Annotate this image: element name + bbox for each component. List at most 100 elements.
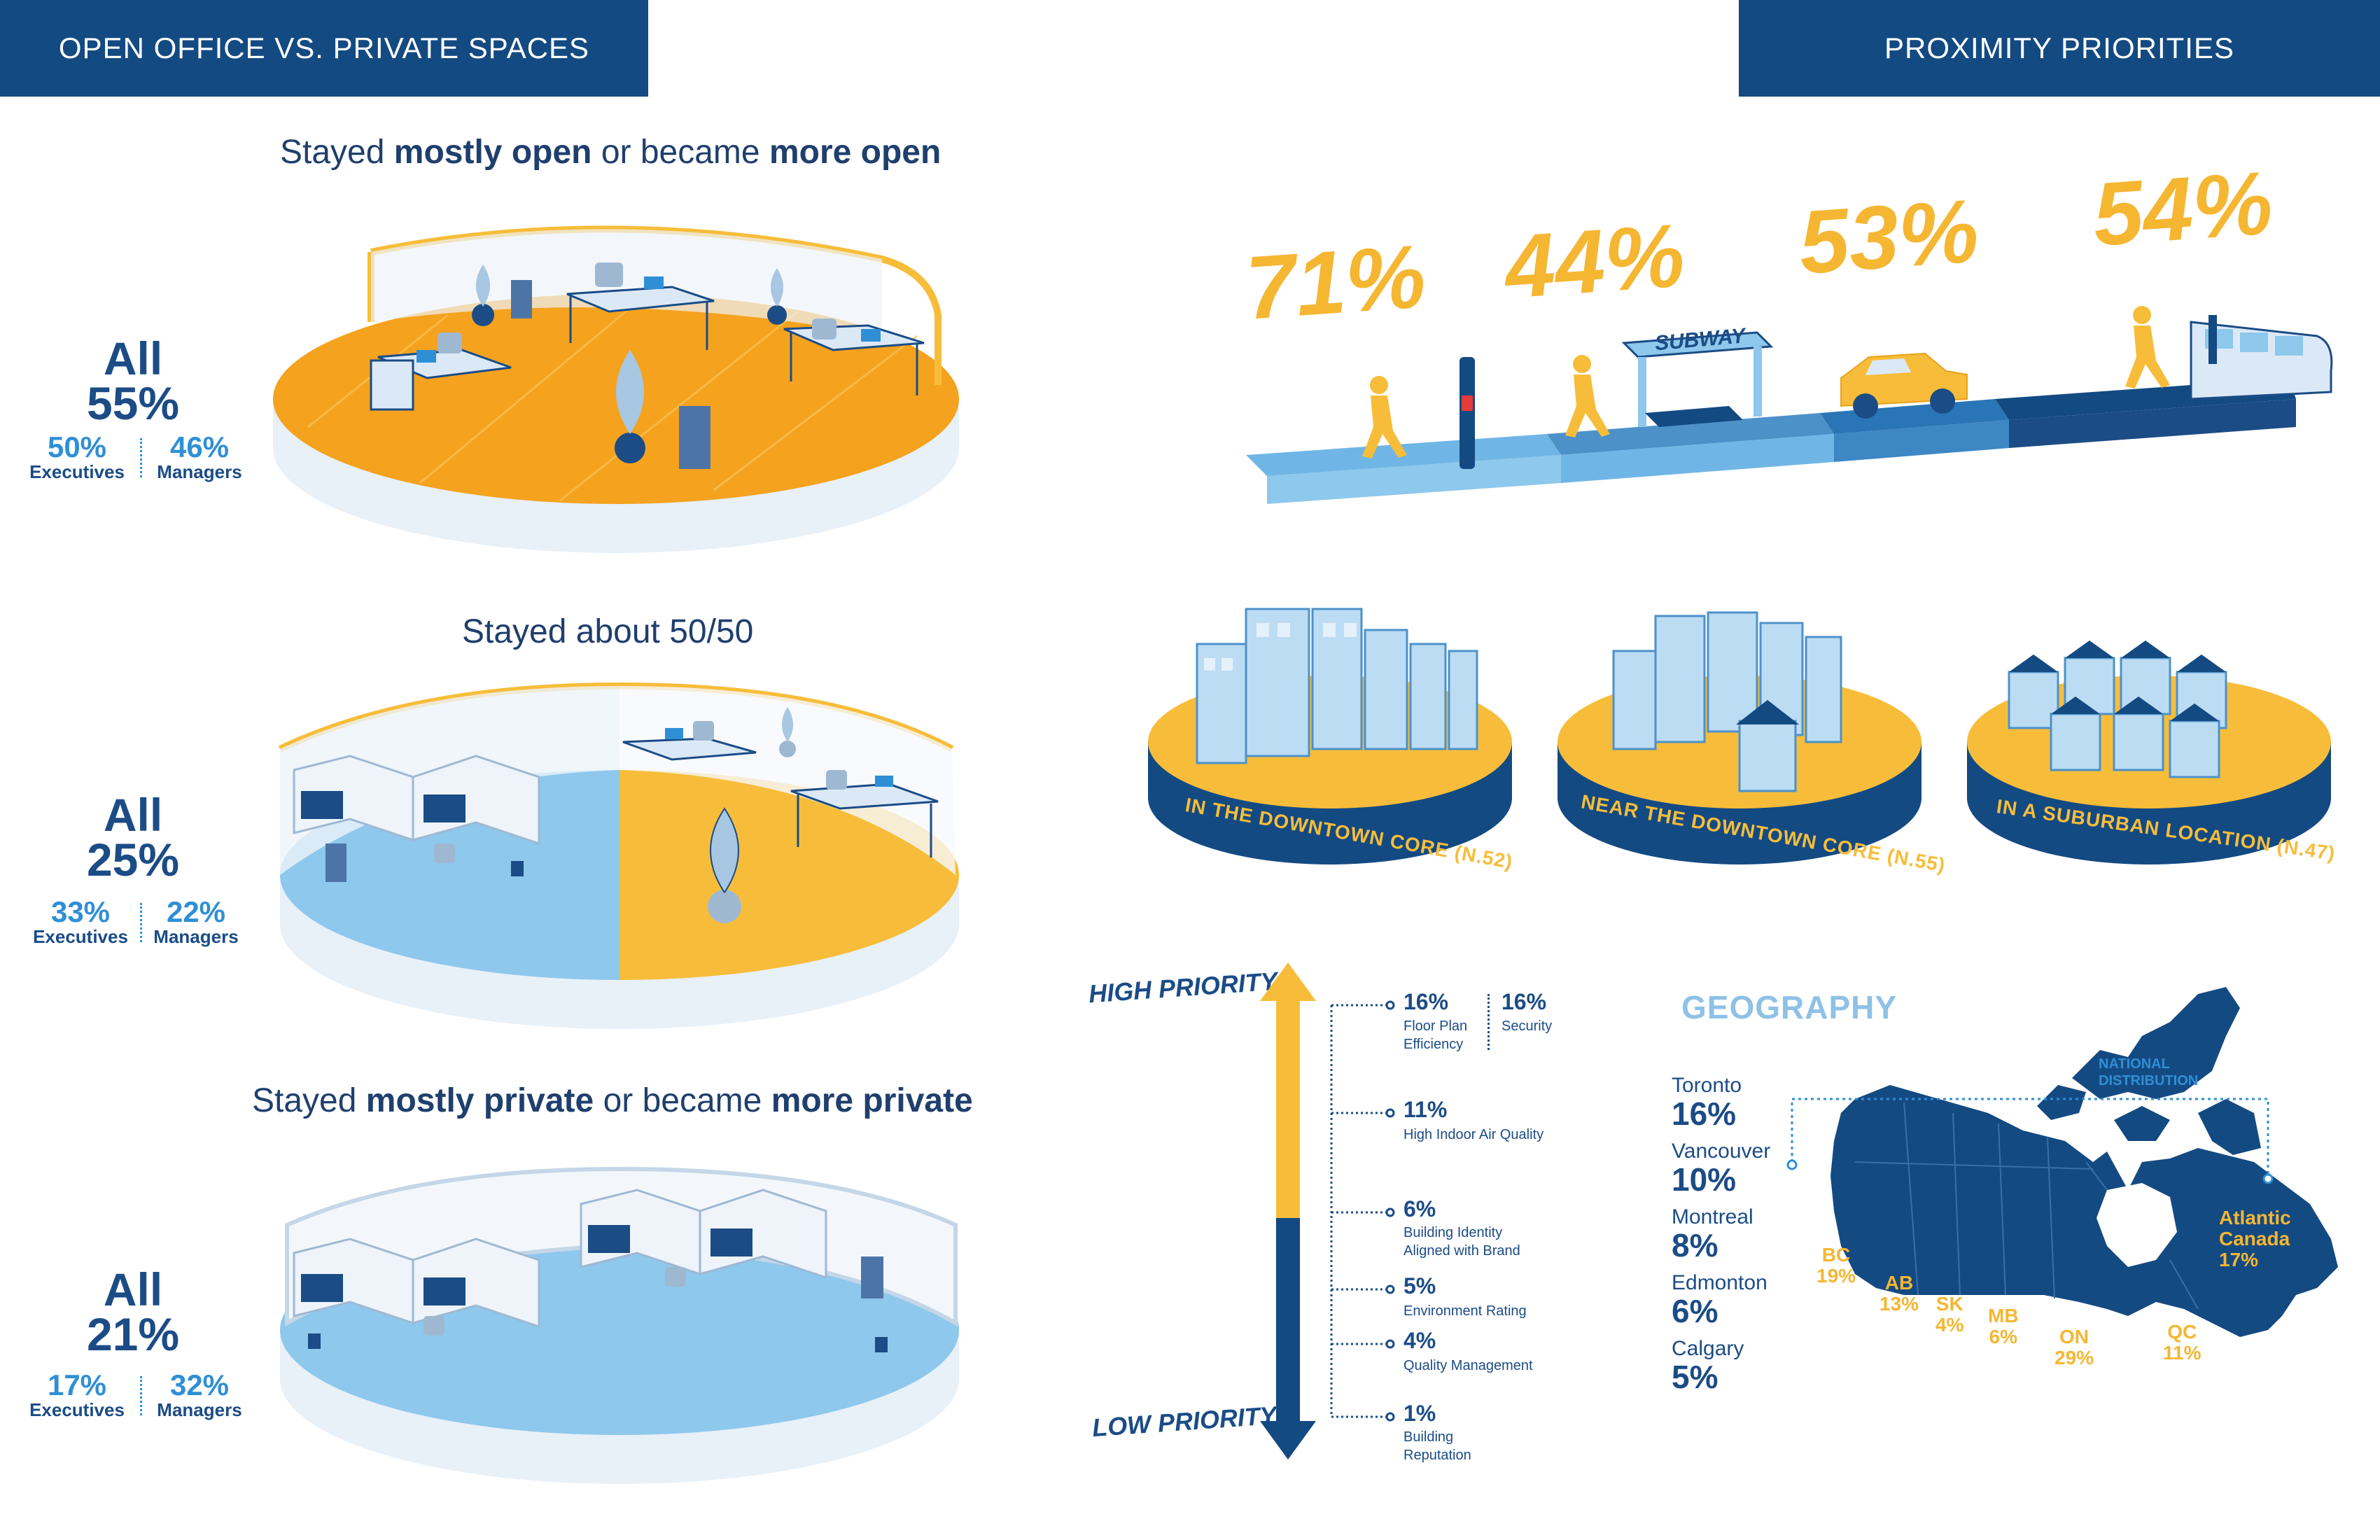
private-heading-part: or became bbox=[594, 1082, 771, 1119]
fifty-mgr-stat: 22% Managers bbox=[144, 895, 248, 947]
exec-label: Executives bbox=[29, 461, 125, 482]
exec-pct: 17% bbox=[47, 1368, 107, 1401]
right-banner-title: PROXIMITY PRIORITIES bbox=[1884, 31, 2234, 64]
proximity-car-pct: 53% bbox=[1795, 181, 1982, 293]
low-priority-label: LOW PRIORITY bbox=[1091, 1400, 1278, 1443]
geography-title: GEOGRAPHY bbox=[1681, 989, 1898, 1026]
city-pct: 5% bbox=[1672, 1359, 1718, 1395]
national-line: NATIONAL bbox=[2099, 1056, 2170, 1072]
national-line: DISTRIBUTION bbox=[2099, 1073, 2199, 1088]
city-list: Toronto 16% Vancouver 10% Montreal 8% Edmon… bbox=[1672, 1074, 1812, 1404]
high-priority-label: HIGH PRIORITY bbox=[1087, 966, 1279, 1009]
exec-label: Executives bbox=[33, 926, 128, 947]
province-code: ON bbox=[2059, 1326, 2090, 1348]
priority-pct: 11% bbox=[1404, 1097, 1448, 1122]
province-mb: MB 6% bbox=[1988, 1306, 2019, 1348]
all-pct: 25% bbox=[86, 834, 180, 886]
province-on: ON 29% bbox=[2054, 1326, 2094, 1368]
mgr-label: Managers bbox=[157, 461, 242, 482]
priority-pct: 4% bbox=[1404, 1328, 1436, 1353]
fifty-heading: Stayed about 50/50 bbox=[462, 613, 754, 650]
city-pct: 6% bbox=[1672, 1293, 1718, 1329]
subway-sign: SUBWAY bbox=[1654, 324, 1749, 355]
province-pct: 17% bbox=[2219, 1249, 2259, 1270]
province-qc: QC 11% bbox=[2163, 1322, 2202, 1364]
province-code: BC bbox=[1821, 1244, 1851, 1266]
all-pct: 21% bbox=[86, 1308, 180, 1360]
city-pct: 16% bbox=[1672, 1096, 1737, 1132]
province-pct: 13% bbox=[1879, 1293, 1919, 1315]
mgr-pct: 46% bbox=[169, 430, 230, 463]
priority-label-line: Building Identity bbox=[1404, 1225, 1503, 1240]
province-pct: 19% bbox=[1816, 1265, 1856, 1287]
province-pct: 6% bbox=[1989, 1326, 2017, 1348]
province-ab: AB 13% bbox=[1879, 1273, 1919, 1315]
priority-pct: 16% bbox=[1502, 989, 1547, 1014]
national-distribution-label: NATIONAL DISTRIBUTION bbox=[2099, 1056, 2198, 1089]
priority-label: Building Reputation bbox=[1404, 1428, 1471, 1464]
private-heading: Stayed mostly private or became more pri… bbox=[252, 1082, 1022, 1120]
priority-pct: 6% bbox=[1404, 1196, 1436, 1222]
all-label: All bbox=[103, 789, 163, 841]
mgr-label: Managers bbox=[157, 1399, 242, 1420]
open-all-stat: All 55% bbox=[56, 332, 210, 429]
all-label: All bbox=[103, 332, 163, 384]
priority-label: Environment Rating bbox=[1404, 1303, 1527, 1319]
province-code: AB bbox=[1884, 1272, 1914, 1294]
open-heading-bold: mostly open bbox=[393, 134, 592, 171]
city-item: Edmonton 6% bbox=[1672, 1271, 1812, 1329]
exec-label: Executives bbox=[29, 1399, 125, 1420]
priority-label-line: Aligned with Brand bbox=[1404, 1243, 1520, 1259]
all-pct: 55% bbox=[86, 377, 180, 429]
private-heading-bold: more private bbox=[771, 1082, 973, 1119]
all-label: All bbox=[103, 1264, 163, 1315]
mgr-pct: 22% bbox=[166, 895, 226, 928]
city-pct: 8% bbox=[1672, 1227, 1718, 1264]
private-heading-part: Stayed bbox=[252, 1082, 366, 1119]
stat-divider bbox=[140, 438, 142, 477]
open-heading-part: Stayed bbox=[280, 134, 394, 171]
private-mgr-stat: 32% Managers bbox=[147, 1371, 252, 1420]
exec-pct: 33% bbox=[50, 895, 111, 928]
private-office-illustration bbox=[280, 1166, 959, 1484]
exec-pct: 50% bbox=[47, 430, 107, 463]
priority-label: Building Identity Aligned with Brand bbox=[1404, 1224, 1520, 1260]
city-name: Calgary bbox=[1672, 1337, 1744, 1360]
priority-pct: 16% bbox=[1404, 989, 1449, 1014]
right-section-banner: PROXIMITY PRIORITIES bbox=[1739, 0, 2380, 97]
canada-map bbox=[1786, 987, 2338, 1337]
downtown-core-illustration bbox=[1148, 608, 1512, 864]
city-name: Montreal bbox=[1672, 1205, 1754, 1228]
province-code: MB bbox=[1988, 1305, 2019, 1326]
city-name: Edmonton bbox=[1672, 1271, 1768, 1294]
left-section-banner: OPEN OFFICE VS. PRIVATE SPACES bbox=[0, 0, 648, 97]
province-pct: 4% bbox=[1935, 1314, 1964, 1336]
priority-divider bbox=[1488, 994, 1490, 1050]
private-all-stat: All 21% bbox=[56, 1264, 210, 1360]
near-downtown-illustration bbox=[1558, 611, 1921, 864]
city-name: Vancouver bbox=[1672, 1140, 1771, 1163]
province-code: QC bbox=[2167, 1321, 2197, 1343]
stat-divider bbox=[140, 903, 142, 942]
private-exec-stat: 17% Executives bbox=[21, 1371, 133, 1420]
priority-label: High Indoor Air Quality bbox=[1404, 1127, 1544, 1142]
priority-label-line: Building bbox=[1404, 1429, 1454, 1445]
priority-label-line: Efficiency bbox=[1404, 1037, 1464, 1052]
priority-label: Security bbox=[1502, 1018, 1553, 1034]
province-name: Atlantic bbox=[2219, 1207, 2291, 1228]
open-heading-part: or became bbox=[592, 134, 769, 171]
priority-label: Floor Plan Efficiency bbox=[1404, 1017, 1467, 1054]
mgr-label: Managers bbox=[153, 926, 239, 947]
priority-pct: 5% bbox=[1404, 1273, 1436, 1298]
province-name: Canada bbox=[2219, 1228, 2290, 1250]
fifty-exec-stat: 33% Executives bbox=[24, 895, 136, 947]
province-pct: 29% bbox=[2054, 1347, 2094, 1368]
province-code: SK bbox=[1935, 1293, 1963, 1315]
proximity-road-illustration: SUBWAY bbox=[1246, 306, 2333, 504]
city-item: Calgary 5% bbox=[1672, 1338, 1812, 1394]
city-item: Montreal 8% bbox=[1672, 1205, 1812, 1264]
priority-arrow bbox=[1260, 962, 1316, 1460]
province-sk: SK 4% bbox=[1935, 1294, 1963, 1336]
open-mgr-stat: 46% Managers bbox=[147, 433, 252, 482]
priority-label-line: Reputation bbox=[1404, 1448, 1471, 1463]
